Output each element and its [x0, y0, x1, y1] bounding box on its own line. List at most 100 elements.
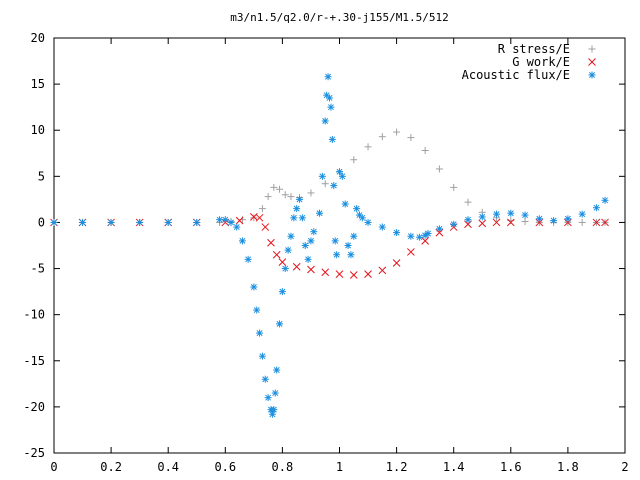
data-point — [270, 183, 278, 191]
data-point — [349, 271, 358, 279]
data-point — [353, 205, 361, 213]
data-point — [296, 195, 304, 203]
data-point — [450, 183, 458, 191]
data-point — [258, 205, 266, 213]
y-tick-label: -15 — [23, 354, 45, 368]
data-point — [364, 143, 372, 151]
data-point — [284, 246, 292, 254]
data-point — [273, 366, 281, 374]
data-point — [272, 250, 281, 259]
chart-title: m3/n1.5/q2.0/r-+.30-j155/M1.5/512 — [230, 11, 449, 24]
data-point — [307, 237, 315, 245]
data-point — [564, 215, 572, 223]
data-point — [331, 237, 339, 245]
data-point — [578, 210, 586, 218]
data-point — [281, 191, 289, 199]
data-point — [464, 216, 472, 224]
y-tick-label: -10 — [23, 308, 45, 322]
data-point — [264, 394, 272, 402]
data-point — [301, 242, 309, 249]
x-tick-label: 0.8 — [272, 460, 294, 474]
data-point — [255, 213, 264, 222]
data-point — [258, 352, 266, 360]
data-point — [136, 218, 144, 226]
data-point — [321, 180, 329, 188]
x-tick-label: 2 — [621, 460, 628, 474]
data-point — [238, 237, 246, 245]
data-point — [50, 218, 58, 226]
data-point — [227, 218, 235, 226]
data-point — [578, 218, 586, 226]
data-point — [244, 255, 252, 263]
data-point — [326, 94, 334, 102]
data-point — [415, 233, 423, 241]
data-point — [261, 375, 269, 383]
data-point — [321, 117, 329, 125]
data-point — [298, 214, 306, 222]
data-point — [193, 218, 201, 226]
y-tick-label: -5 — [31, 262, 45, 276]
data-point — [506, 218, 515, 227]
data-marks — [50, 73, 609, 418]
data-point — [424, 230, 432, 238]
data-point — [338, 172, 346, 180]
legend-label: R stress/E — [498, 42, 570, 56]
data-point — [435, 228, 444, 237]
data-point — [478, 219, 487, 228]
data-point — [327, 103, 335, 111]
data-point — [521, 218, 529, 226]
data-point — [535, 215, 543, 223]
data-point — [164, 218, 172, 226]
axis-ticks — [53, 37, 626, 454]
data-point — [270, 406, 278, 414]
data-point — [107, 218, 115, 226]
data-point — [393, 128, 401, 136]
legend-marker — [588, 71, 596, 79]
data-point — [267, 238, 275, 247]
y-tick-label: 15 — [31, 77, 45, 91]
data-point — [535, 218, 544, 227]
data-point — [235, 216, 244, 225]
data-point — [393, 229, 401, 237]
data-point — [250, 214, 258, 222]
x-tick-label: 1.2 — [386, 460, 408, 474]
data-point — [318, 172, 326, 180]
x-tick-label: 1.6 — [500, 460, 522, 474]
data-point — [256, 329, 264, 337]
data-point — [221, 216, 229, 224]
x-tick-label: 0.2 — [100, 460, 122, 474]
data-point — [335, 270, 344, 278]
y-tick-label: -20 — [23, 400, 45, 414]
data-point — [278, 258, 287, 266]
x-tick-label: 0.4 — [157, 460, 179, 474]
x-tick-label: 1.8 — [557, 460, 579, 474]
data-point — [478, 213, 486, 221]
legend-label: Acoustic flux/E — [462, 68, 570, 82]
data-point — [324, 73, 332, 81]
data-point — [493, 210, 501, 218]
data-point — [341, 200, 349, 208]
data-point — [292, 262, 301, 271]
data-point — [364, 218, 372, 226]
data-point — [264, 193, 272, 201]
data-point — [350, 156, 358, 164]
axis-tick-labels: 0 0.2 0.4 0.6 0.8 1 1.2 1.4 1.6 1.8 2 20 15 10 5 0 -5 -10… — [23, 31, 628, 474]
data-point — [79, 218, 87, 226]
data-point — [216, 216, 224, 224]
data-point — [592, 204, 600, 212]
data-point — [287, 232, 295, 240]
data-point — [287, 193, 295, 201]
y-tick-label: 20 — [31, 31, 45, 45]
plot-frame — [53, 37, 626, 454]
data-point — [304, 255, 312, 263]
y-tick-label: -25 — [23, 446, 45, 460]
data-point — [253, 306, 261, 314]
data-point — [435, 225, 443, 233]
data-point — [271, 389, 279, 397]
x-tick-label: 0 — [50, 460, 57, 474]
data-point — [378, 223, 386, 231]
data-point — [347, 251, 355, 259]
data-point — [344, 242, 352, 249]
